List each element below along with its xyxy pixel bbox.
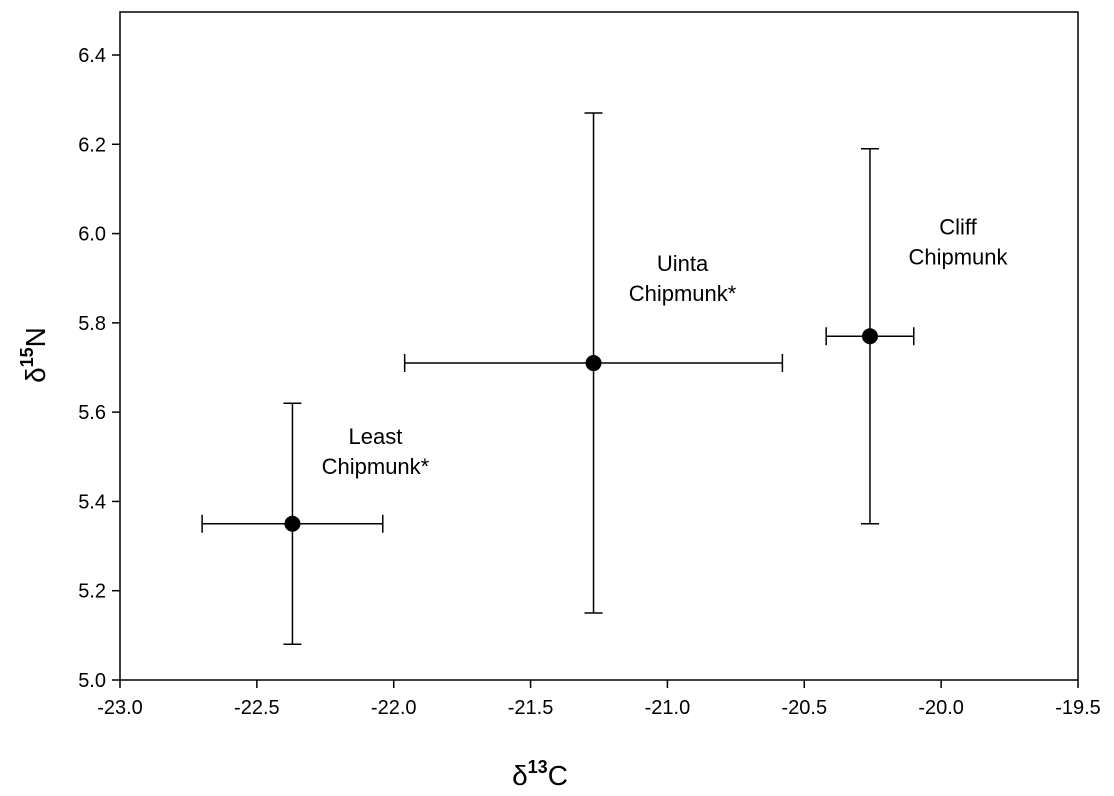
y-tick-label: 5.6 (78, 402, 106, 424)
point-label: Chipmunk* (322, 454, 430, 479)
y-tick-label: 5.0 (78, 670, 106, 692)
x-label-part: 13 (528, 757, 548, 777)
y-tick-label: 5.4 (78, 491, 106, 513)
point-label: Uinta (657, 251, 709, 276)
y-tick-label: 5.8 (78, 313, 106, 335)
x-tick-label: -22.5 (234, 697, 280, 719)
x-tick-label: -20.0 (918, 697, 964, 719)
point-label: Chipmunk* (629, 281, 737, 306)
y-label-part: δ (20, 367, 51, 383)
y-tick-label: 6.4 (78, 45, 106, 67)
x-tick-label: -20.5 (781, 697, 827, 719)
x-axis-label: δ13C (512, 757, 568, 791)
point (585, 355, 602, 372)
y-tick-label: 6.2 (78, 134, 106, 156)
point (284, 515, 301, 532)
x-tick-label: -19.5 (1055, 697, 1101, 719)
y-tick-label: 6.0 (78, 224, 106, 246)
point-label: Cliff (939, 214, 977, 239)
x-tick-label: -22.0 (371, 697, 417, 719)
x-tick-label: -21.5 (508, 697, 554, 719)
point-label: Chipmunk (908, 244, 1008, 269)
x-tick-label: -23.0 (97, 697, 143, 719)
x-label-part: C (548, 760, 568, 791)
plot-frame (119, 11, 1079, 681)
x-tick-label: -21.0 (645, 697, 691, 719)
y-axis-label: δ15N (17, 327, 51, 383)
x-label-part: δ (512, 760, 528, 791)
point-label: Least (349, 424, 403, 449)
y-tick-label: 5.2 (78, 581, 106, 603)
y-label-part: 15 (17, 347, 37, 367)
y-label-part: N (20, 327, 51, 347)
point (861, 328, 878, 345)
